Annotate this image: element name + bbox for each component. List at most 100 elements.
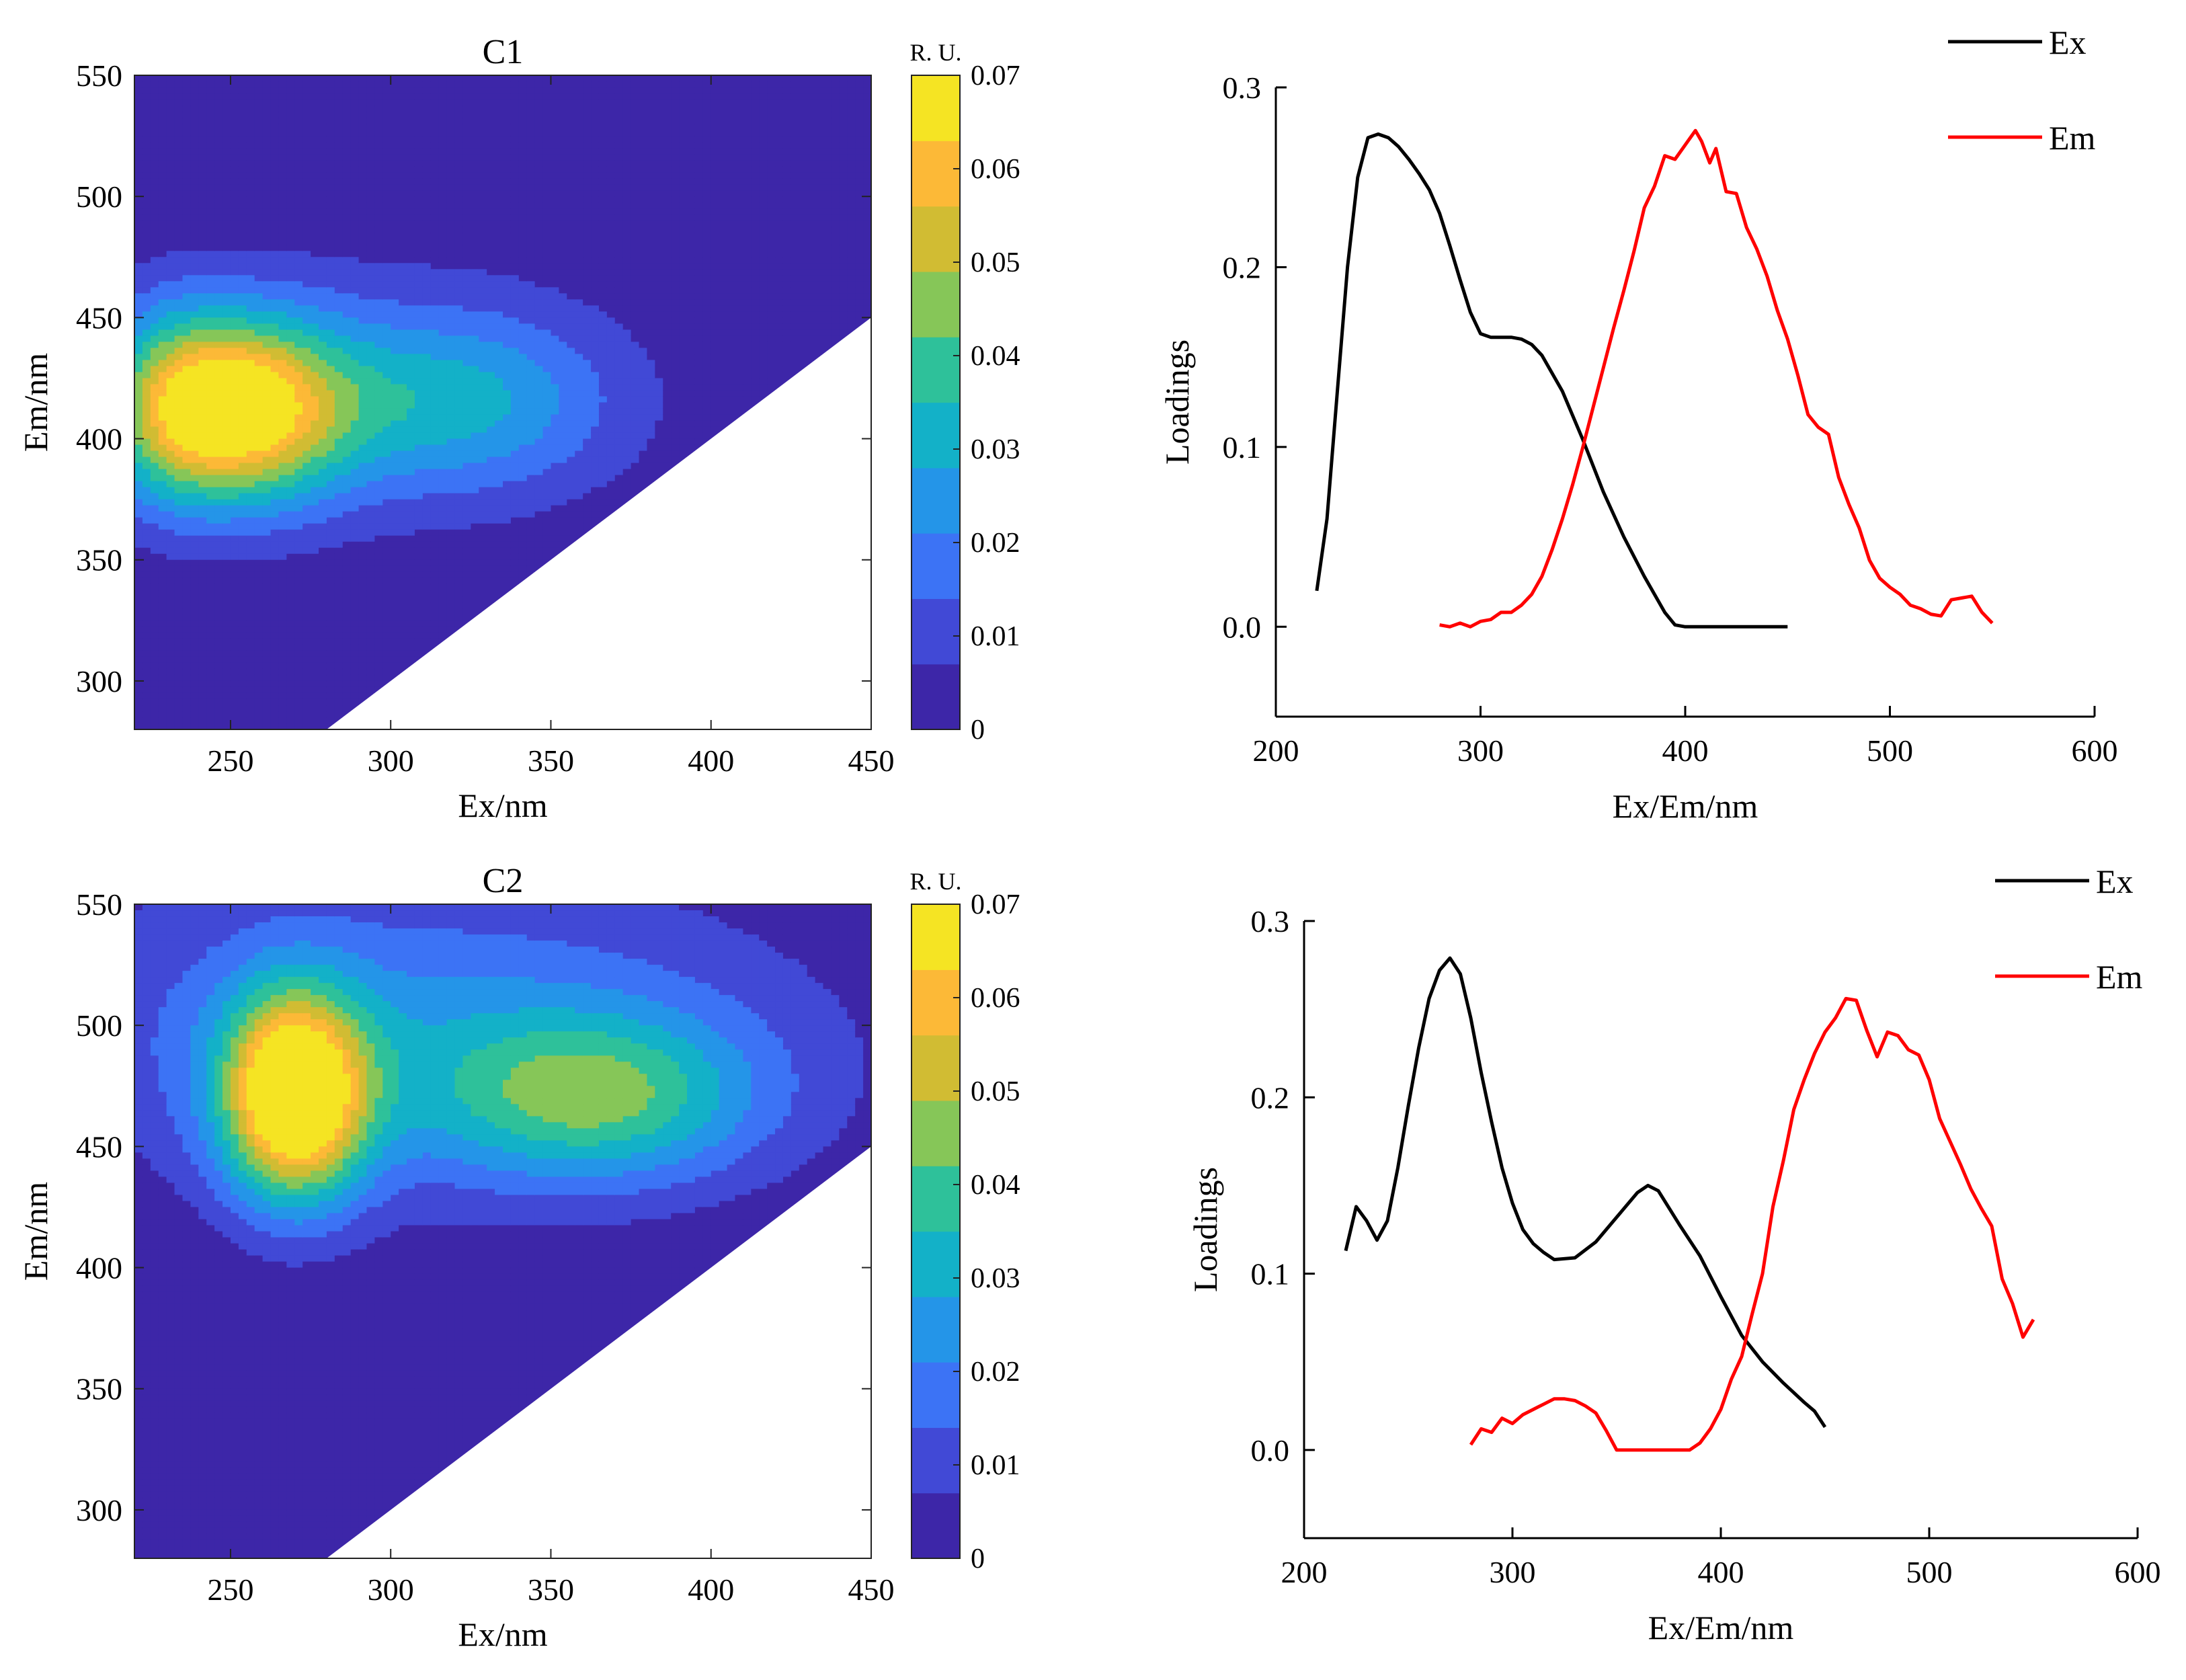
- contour-cell: [294, 93, 303, 100]
- contour-cell: [495, 87, 503, 94]
- contour-cell: [326, 614, 335, 621]
- contour-cell: [366, 245, 375, 251]
- contour-cell: [134, 335, 143, 343]
- contour-cell: [382, 469, 391, 476]
- contour-cell: [366, 590, 375, 597]
- contour-cell: [454, 202, 464, 209]
- contour-cell: [399, 626, 407, 633]
- contour-cell: [166, 136, 175, 143]
- contour-cell: [286, 293, 295, 300]
- contour-cell: [246, 160, 255, 167]
- contour-cell: [262, 408, 272, 415]
- contour-cell: [246, 698, 255, 706]
- contour-cell: [222, 366, 231, 373]
- contour-cell: [238, 251, 247, 257]
- contour-cell: [407, 372, 415, 379]
- contour-cell: [422, 571, 432, 579]
- contour-cell: [294, 547, 303, 555]
- contour-cell: [198, 626, 207, 633]
- contour-cell: [471, 148, 479, 155]
- contour-cell: [358, 553, 368, 561]
- contour-cell: [350, 142, 360, 149]
- contour-cell: [399, 438, 407, 446]
- contour-cell: [334, 366, 343, 373]
- contour-cell: [262, 638, 272, 645]
- contour-cell: [222, 475, 231, 482]
- contour-cell: [391, 81, 399, 88]
- contour-cell: [350, 275, 360, 282]
- contour-cell: [399, 354, 407, 361]
- contour-cell: [294, 293, 303, 300]
- contour-cell: [438, 475, 448, 482]
- contour-cell: [294, 299, 303, 306]
- contour-cell: [198, 136, 207, 143]
- contour-cell: [302, 632, 311, 639]
- contour-cell: [214, 275, 223, 282]
- contour-cell: [503, 233, 512, 239]
- contour-cell: [391, 99, 399, 106]
- contour-cell: [206, 565, 215, 573]
- contour-cell: [311, 148, 319, 155]
- contour-cell: [462, 529, 471, 536]
- contour-cell: [182, 251, 191, 257]
- contour-cell: [230, 166, 239, 173]
- contour-cell: [222, 99, 231, 106]
- contour-cell: [190, 717, 199, 724]
- contour-cell: [198, 547, 207, 555]
- contour-cell: [430, 233, 440, 239]
- contour-cell: [174, 87, 184, 94]
- contour-cell: [158, 444, 167, 452]
- contour-cell: [382, 263, 391, 270]
- contour-cell: [382, 154, 391, 161]
- contour-cell: [222, 384, 231, 391]
- contour-cell: [158, 93, 167, 100]
- contour-cell: [254, 668, 264, 676]
- contour-cell: [278, 414, 287, 422]
- contour-cell: [422, 269, 432, 276]
- contour-cell: [382, 233, 391, 239]
- contour-cell: [366, 553, 375, 561]
- contour-cell: [382, 553, 391, 561]
- contour-cell: [294, 360, 303, 367]
- contour-cell: [430, 553, 440, 561]
- contour-cell: [471, 438, 479, 446]
- contour-cell: [503, 196, 512, 203]
- contour-cell: [495, 124, 503, 130]
- contour-cell: [391, 130, 399, 136]
- contour-cell: [430, 311, 440, 318]
- contour-cell: [422, 505, 432, 512]
- contour-cell: [391, 487, 399, 494]
- contour-cell: [430, 257, 440, 264]
- contour-cell: [262, 668, 272, 676]
- contour-cell: [158, 644, 167, 651]
- contour-cell: [214, 142, 223, 149]
- contour-cell: [462, 317, 471, 324]
- contour-cell: [174, 705, 184, 712]
- contour-cell: [158, 408, 167, 415]
- contour-cell: [326, 275, 335, 282]
- contour-cell: [190, 130, 199, 136]
- contour-cell: [446, 196, 456, 203]
- contour-cell: [190, 275, 199, 282]
- contour-cell: [326, 602, 335, 609]
- contour-cell: [487, 596, 495, 603]
- contour-cell: [206, 269, 215, 276]
- contour-cell: [414, 602, 423, 609]
- contour-cell: [270, 136, 280, 143]
- contour-cell: [278, 257, 287, 264]
- contour-cell: [222, 565, 231, 573]
- contour-cell: [479, 559, 487, 567]
- contour-cell: [174, 245, 184, 251]
- contour-cell: [254, 99, 264, 106]
- contour-cell: [166, 717, 175, 724]
- contour-cell: [182, 632, 191, 639]
- contour-cell: [399, 275, 407, 282]
- contour-cell: [254, 233, 264, 239]
- contour-cell: [206, 378, 215, 385]
- contour-cell: [407, 444, 415, 452]
- contour-cell: [454, 148, 464, 155]
- contour-cell: [326, 124, 335, 130]
- contour-cell: [262, 118, 272, 124]
- contour-cell: [503, 221, 512, 227]
- contour-cell: [134, 559, 143, 567]
